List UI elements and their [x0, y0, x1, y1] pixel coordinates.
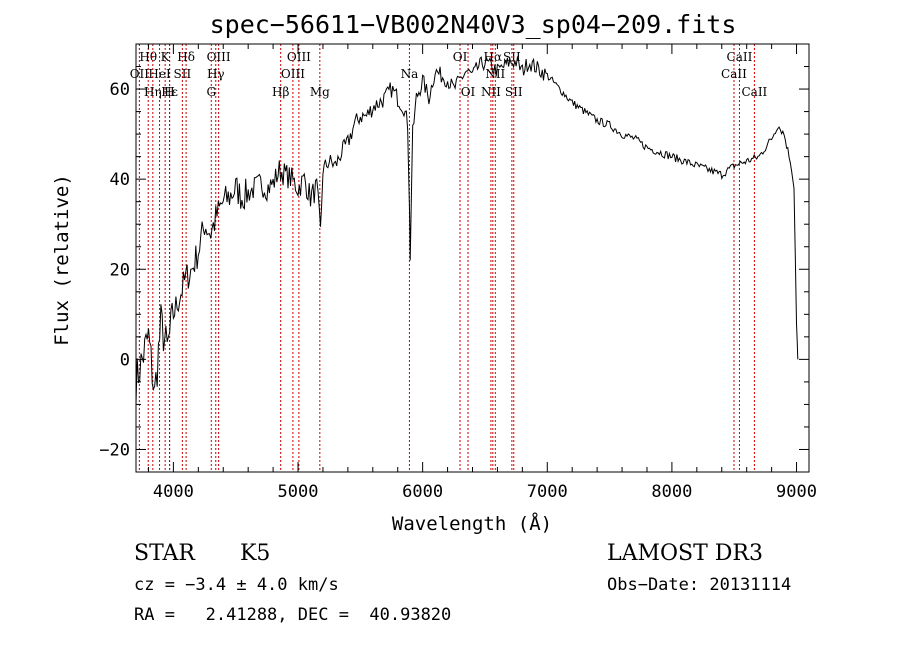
object-class: STAR — [134, 541, 196, 566]
obs-date: Obs−Date: 20131114 — [607, 575, 791, 595]
coordinates: RA = 2.41288, DEC = 40.93820 — [134, 605, 451, 625]
emission-line-label: OIII — [287, 50, 311, 64]
emission-line-label: Hθ — [139, 50, 157, 64]
emission-line-label: Hη — [144, 85, 162, 99]
y-tick-label: 0 — [120, 350, 130, 370]
x-tick-label: 9000 — [776, 482, 817, 502]
chart-title: spec−56611−VB002N40V3_sp04−209.fits — [210, 10, 737, 39]
emission-line-label: OI — [453, 50, 468, 64]
emission-line-label: OII — [130, 67, 150, 81]
emission-line-label: CaII — [721, 67, 747, 81]
emission-line-label: Hδ — [177, 50, 195, 64]
emission-line-label: OIII — [281, 67, 305, 81]
x-tick-label: 5000 — [278, 482, 319, 502]
redshift-text: cz = −3.4 ± 4.0 km/s — [134, 575, 339, 595]
x-tick-label: 7000 — [527, 482, 568, 502]
emission-line-label: Na — [401, 67, 419, 81]
axes: 4000 5000 6000 7000 8000 9000 −20 0 20 40 60 — [99, 43, 817, 502]
emission-line-label: SII — [505, 85, 523, 99]
x-tick-label: 8000 — [651, 482, 692, 502]
emission-line-label: OIII — [207, 50, 231, 64]
plot-area — [135, 55, 799, 405]
emission-line-label: Mg — [310, 85, 330, 99]
object-subclass: K5 — [240, 541, 270, 566]
emission-line-label: NII — [481, 85, 501, 99]
emission-line-label: HeI — [148, 67, 171, 81]
y-tick-label: 40 — [110, 170, 130, 190]
emission-line-label: CaII — [741, 85, 767, 99]
survey-name: LAMOST DR3 — [607, 541, 763, 566]
emission-line-label: K — [161, 50, 171, 64]
x-tick-label: 6000 — [402, 482, 443, 502]
emission-line-label: CaII — [727, 50, 753, 64]
y-axis-label: Flux (relative) — [51, 174, 73, 346]
emission-line-label: G — [206, 85, 216, 99]
emission-line-label: OI — [461, 85, 476, 99]
plot-frame — [135, 43, 810, 473]
emission-line-label: SII — [174, 67, 192, 81]
emission-line-label: Hβ — [272, 85, 289, 99]
x-tick-label: 4000 — [153, 482, 194, 502]
spectrum-line — [135, 55, 799, 405]
y-tick-label: −20 — [99, 440, 130, 460]
x-axis-label: Wavelength (Å) — [392, 512, 552, 535]
emission-line-label: H — [164, 85, 174, 99]
emission-line-label: Hγ — [207, 67, 225, 81]
y-tick-label: 60 — [110, 80, 130, 100]
y-tick-label: 20 — [110, 260, 130, 280]
